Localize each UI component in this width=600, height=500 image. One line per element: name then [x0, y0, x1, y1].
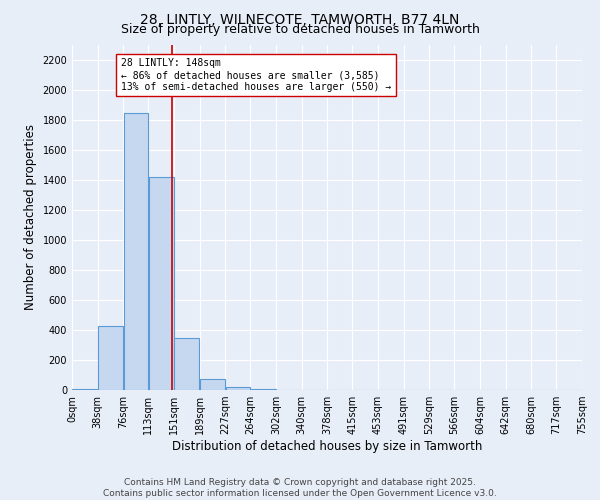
Bar	[98, 326, 123, 390]
Bar	[72, 388, 97, 390]
Bar	[200, 379, 225, 390]
Y-axis label: Number of detached properties: Number of detached properties	[24, 124, 37, 310]
Bar	[174, 338, 199, 390]
Bar	[251, 388, 276, 390]
Bar	[149, 177, 174, 390]
Bar	[226, 387, 250, 390]
Text: Size of property relative to detached houses in Tamworth: Size of property relative to detached ho…	[121, 22, 479, 36]
Bar	[124, 112, 148, 390]
X-axis label: Distribution of detached houses by size in Tamworth: Distribution of detached houses by size …	[172, 440, 482, 453]
Text: Contains HM Land Registry data © Crown copyright and database right 2025.
Contai: Contains HM Land Registry data © Crown c…	[103, 478, 497, 498]
Text: 28 LINTLY: 148sqm
← 86% of detached houses are smaller (3,585)
13% of semi-detac: 28 LINTLY: 148sqm ← 86% of detached hous…	[121, 58, 391, 92]
Text: 28, LINTLY, WILNECOTE, TAMWORTH, B77 4LN: 28, LINTLY, WILNECOTE, TAMWORTH, B77 4LN	[140, 12, 460, 26]
